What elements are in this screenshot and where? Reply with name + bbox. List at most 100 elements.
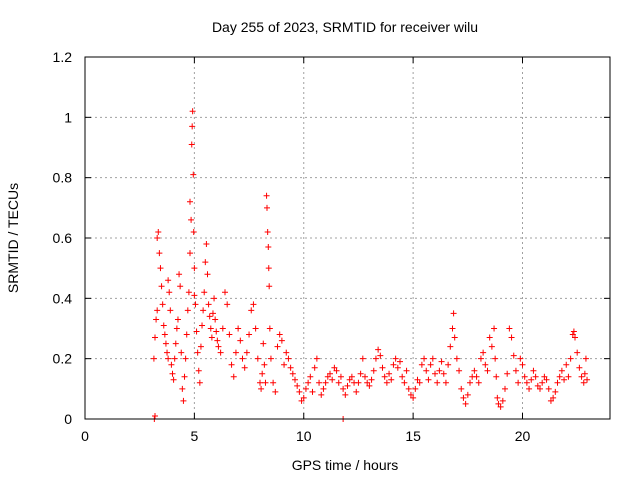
- data-point: [405, 385, 412, 392]
- data-point: [160, 322, 167, 329]
- data-point: [418, 361, 425, 368]
- data-point: [528, 376, 535, 383]
- data-point: [243, 349, 250, 356]
- data-point: [311, 364, 318, 371]
- data-point: [281, 361, 288, 368]
- data-point: [150, 355, 157, 362]
- data-point: [335, 379, 342, 386]
- data-point: [532, 373, 539, 380]
- x-tick-label: 15: [405, 428, 421, 444]
- data-point: [171, 355, 178, 362]
- data-point: [188, 141, 195, 148]
- data-point: [392, 355, 399, 362]
- data-point: [329, 376, 336, 383]
- data-point: [217, 349, 224, 356]
- data-point: [184, 307, 191, 314]
- x-tick-label: 5: [190, 428, 198, 444]
- data-point: [451, 334, 458, 341]
- data-point: [159, 301, 166, 308]
- y-axis-label: SRMTID / TECUs: [5, 183, 21, 293]
- data-point: [289, 370, 296, 377]
- data-point: [161, 331, 168, 338]
- x-tick-label: 20: [515, 428, 531, 444]
- data-point: [515, 379, 522, 386]
- data-point: [337, 373, 344, 380]
- data-point: [302, 385, 309, 392]
- data-point: [412, 385, 419, 392]
- plot-frame: [84, 56, 611, 420]
- data-point: [207, 325, 214, 332]
- data-point: [502, 385, 508, 392]
- data-point: [530, 367, 537, 374]
- data-point: [506, 325, 513, 332]
- data-point: [423, 367, 430, 374]
- data-point: [473, 373, 480, 380]
- data-point: [475, 379, 482, 386]
- data-point: [270, 379, 277, 386]
- data-point: [576, 364, 583, 371]
- data-point: [574, 349, 581, 356]
- data-point: [541, 373, 548, 380]
- data-point: [582, 355, 589, 362]
- data-point: [235, 325, 242, 332]
- data-point: [537, 385, 543, 392]
- data-point: [580, 379, 587, 386]
- data-point: [191, 292, 198, 299]
- data-point: [307, 373, 314, 380]
- data-point: [512, 367, 519, 374]
- data-point: [199, 322, 206, 329]
- data-point: [165, 277, 172, 284]
- data-point: [510, 352, 517, 359]
- data-point: [176, 271, 183, 278]
- data-point: [320, 385, 327, 392]
- data-point: [224, 301, 231, 308]
- data-point: [156, 250, 163, 257]
- data-point: [258, 385, 265, 392]
- data-point: [570, 328, 577, 335]
- data-point: [192, 301, 199, 308]
- data-point: [154, 307, 161, 314]
- data-point: [153, 316, 160, 323]
- data-point: [508, 334, 515, 341]
- data-point: [266, 325, 273, 332]
- y-tick-label: 0.2: [53, 351, 73, 367]
- data-point: [403, 367, 410, 374]
- data-point: [447, 343, 454, 350]
- data-point: [547, 397, 554, 404]
- data-point: [267, 355, 274, 362]
- data-point: [272, 388, 279, 395]
- data-point: [526, 385, 533, 392]
- y-tick-label: 0.6: [53, 230, 73, 246]
- data-point: [195, 367, 202, 374]
- data-point: [211, 295, 218, 302]
- data-point: [324, 373, 331, 380]
- data-point: [180, 397, 187, 404]
- data-point: [276, 331, 283, 338]
- data-point: [399, 373, 406, 380]
- data-point: [366, 382, 373, 389]
- data-point: [230, 373, 237, 380]
- data-point: [266, 283, 273, 290]
- data-point: [213, 328, 220, 335]
- data-point: [152, 412, 158, 419]
- data-point: [467, 379, 473, 386]
- data-point: [386, 370, 393, 377]
- data-point: [440, 370, 447, 377]
- data-point: [178, 349, 185, 356]
- data-point: [429, 355, 436, 362]
- data-point: [237, 337, 244, 344]
- data-point: [488, 343, 495, 350]
- data-point: [388, 376, 395, 383]
- data-point: [154, 235, 161, 241]
- x-axis-label: GPS time / hours: [292, 457, 399, 473]
- data-point: [248, 307, 255, 314]
- data-point: [167, 307, 174, 314]
- data-point: [534, 382, 541, 389]
- data-point: [214, 337, 221, 344]
- data-point: [348, 373, 355, 380]
- data-point: [539, 379, 546, 386]
- data-point: [179, 385, 186, 392]
- data-point: [173, 325, 180, 332]
- data-point: [197, 343, 204, 350]
